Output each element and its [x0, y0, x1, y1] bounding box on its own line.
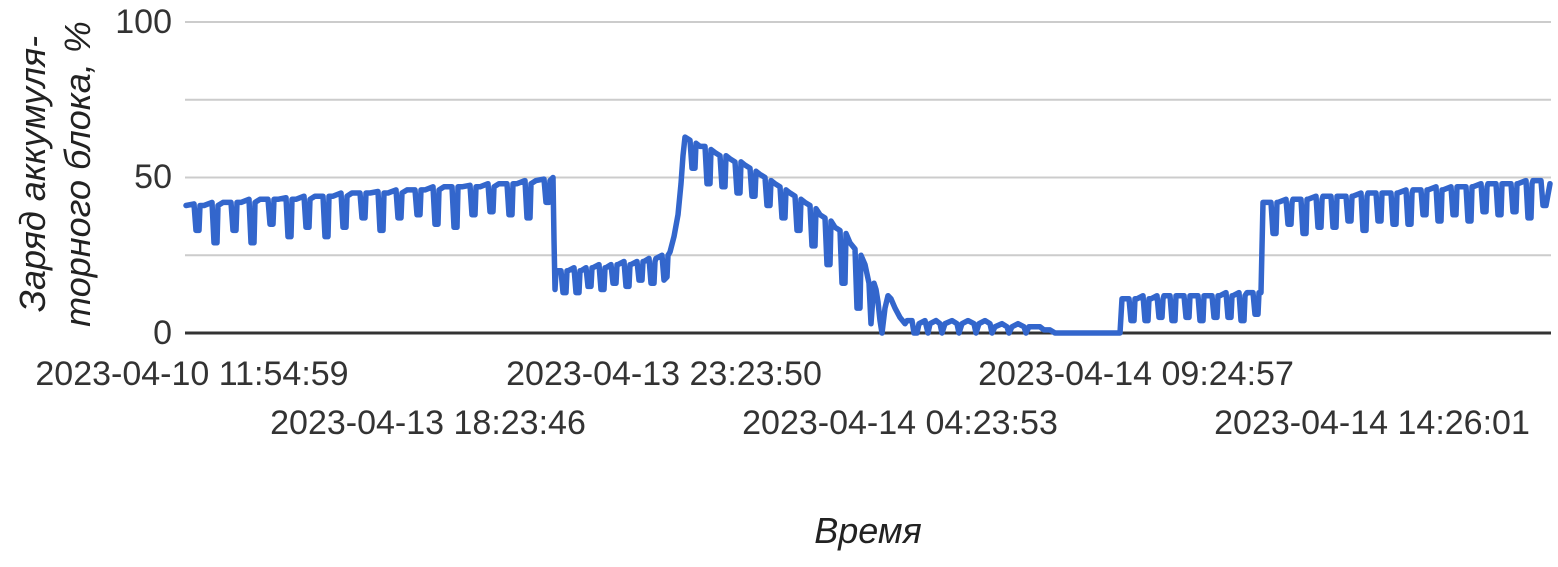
- y-tick-50: 50: [134, 158, 172, 196]
- y-tick-100: 100: [115, 3, 172, 41]
- x-tick-0: 2023-04-10 11:54:59: [35, 355, 349, 393]
- x-tick-5: 2023-04-14 14:26:01: [1214, 404, 1530, 442]
- x-axis-title: Время: [814, 510, 922, 551]
- x-tick-3: 2023-04-14 04:23:53: [742, 404, 1058, 442]
- x-tick-1: 2023-04-13 18:23:46: [270, 404, 586, 442]
- x-tick-2: 2023-04-13 23:23:50: [506, 355, 822, 393]
- y-tick-0: 0: [153, 314, 172, 352]
- x-tick-4: 2023-04-14 09:24:57: [978, 355, 1294, 393]
- charge-line-series: [183, 134, 1553, 336]
